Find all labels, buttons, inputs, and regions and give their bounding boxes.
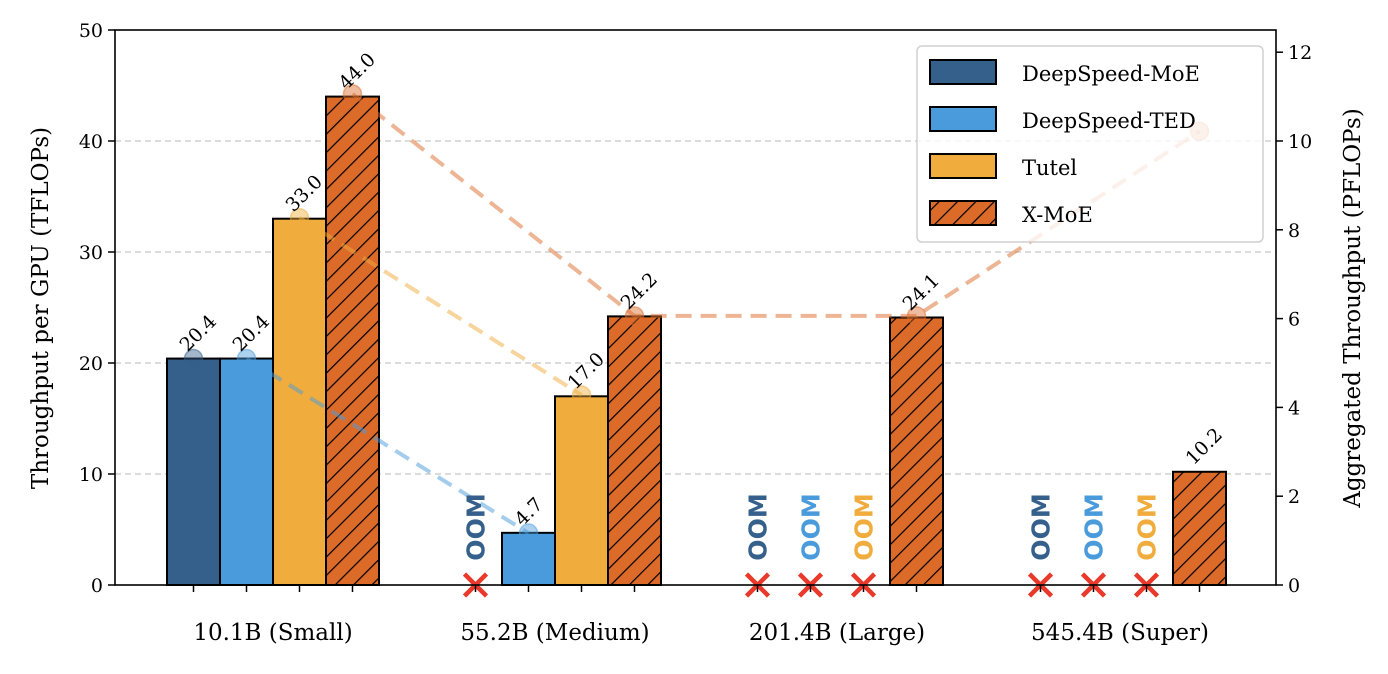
data-label: 20.4	[228, 311, 273, 356]
axes: 0 10 20 30 40 50 0 2 4 6 8 10 12 10.1B (Small) 55.2B (…	[79, 20, 1312, 646]
y2-axis-label: Aggregated Throughput (PFLOPs)	[1340, 108, 1366, 509]
x-tick-label: 10.1B (Small)	[193, 620, 352, 646]
y-tick-label: 30	[79, 242, 103, 264]
legend: DeepSpeed-MoE DeepSpeed-TED Tutel X-MoE	[916, 45, 1264, 243]
y-tick-label: 20	[79, 353, 103, 375]
aggregated-point	[342, 84, 363, 104]
legend-swatch	[929, 106, 997, 132]
aggregated-point	[624, 306, 645, 326]
y2-tick-label: 10	[1288, 131, 1312, 153]
y-axis-label: Throughput per GPU (TFLOPs)	[28, 127, 54, 489]
data-label: 10.2	[1181, 424, 1226, 469]
x-tick-label: 545.4B (Super)	[1031, 620, 1209, 646]
y-tick-label: 0	[91, 575, 103, 597]
legend-swatch	[929, 59, 997, 85]
aggregated-line-tutel	[298, 216, 583, 397]
bar-deepspeed-moe	[166, 357, 221, 586]
legend-label: DeepSpeed-MoE	[1022, 62, 1200, 86]
x-tick-label: 201.4B (Large)	[749, 620, 925, 646]
aggregated-point	[183, 348, 204, 369]
aggregated-point	[236, 348, 257, 369]
aggregated-point	[518, 523, 539, 543]
bar-x-moe	[607, 315, 662, 586]
y2-tick-label: 4	[1288, 397, 1300, 419]
bar-x-moe	[1172, 470, 1227, 586]
bar-x-moe	[325, 95, 380, 586]
data-label: 24.2	[616, 268, 661, 313]
oom-label: OOM	[1027, 493, 1056, 560]
y2-tick-label: 12	[1288, 42, 1312, 64]
y2-tick-label: 8	[1288, 220, 1300, 242]
oom-label: OOM	[744, 493, 773, 560]
y2-tick-label: 6	[1288, 309, 1300, 331]
oom-label: OOM	[1133, 493, 1162, 560]
bar-x-moe	[889, 316, 944, 586]
x-tick-label: 55.2B (Medium)	[460, 620, 649, 646]
oom-label: OOM	[462, 493, 491, 560]
legend-box	[916, 45, 1264, 243]
aggregated-line-deepspeed-ted	[245, 356, 530, 535]
plot-frame	[114, 29, 1277, 586]
legend-label: DeepSpeed-TED	[1022, 109, 1196, 133]
legend-swatch	[929, 200, 997, 226]
y-tick-label: 50	[79, 20, 103, 42]
y-tick-label: 10	[79, 464, 103, 486]
legend-swatch	[929, 153, 997, 179]
legend-label: X-MoE	[1022, 203, 1093, 227]
bar-tutel	[554, 395, 609, 586]
y-tick-label: 40	[79, 131, 103, 153]
aggregated-point	[289, 208, 310, 228]
legend-label: Tutel	[1022, 156, 1077, 180]
aggregated-point	[571, 385, 592, 405]
oom-label: OOM	[1080, 493, 1109, 560]
y2-tick-label: 0	[1288, 575, 1300, 597]
data-label: 20.4	[175, 311, 220, 356]
data-label: 4.7	[510, 493, 547, 530]
oom-label: OOM	[850, 493, 879, 560]
oom-label: OOM	[797, 493, 826, 560]
bar-deepspeed-ted	[219, 357, 274, 586]
aggregated-point	[906, 306, 927, 326]
y2-tick-label: 2	[1288, 486, 1300, 508]
